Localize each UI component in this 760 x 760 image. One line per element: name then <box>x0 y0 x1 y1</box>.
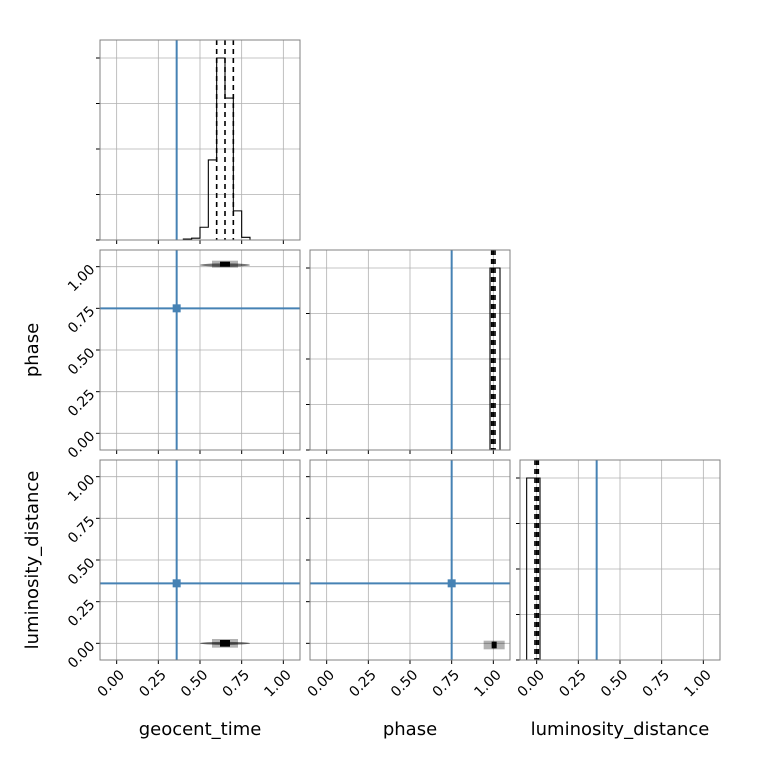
panel-frame <box>309 249 511 451</box>
y-tick-label: 0.25 <box>65 387 98 420</box>
x-tick-label: 0.75 <box>640 667 673 700</box>
y-tick-label: 1.00 <box>65 262 98 295</box>
density-core <box>220 261 230 267</box>
panel-frame <box>519 459 721 661</box>
density-core <box>220 640 230 647</box>
panel-phase-luminosity_distance: 0.00 0.25 0.50 0.75 1.00 <box>305 459 511 700</box>
y-tick-label: 0.50 <box>65 345 98 378</box>
panel-frame <box>309 459 511 661</box>
histogram-luminosity_distance <box>526 477 541 660</box>
panel-frame <box>99 459 301 661</box>
panel-phase-phase <box>306 249 511 454</box>
x-tick-label: 0.00 <box>515 667 548 700</box>
y-tick-label: 0.00 <box>65 428 98 461</box>
x-tick-label: 0.50 <box>388 667 421 700</box>
panel-luminosity_distance-luminosity_distance: 0.00 0.25 0.50 0.75 1.00 <box>515 459 721 700</box>
panel-frame <box>99 39 301 241</box>
x-axis-label-luminosity_distance: luminosity_distance <box>531 719 710 740</box>
truth-marker <box>172 579 181 588</box>
y-tick-label: 0.00 <box>65 638 98 671</box>
x-tick-label: 0.25 <box>556 667 589 700</box>
x-tick-label: 0.25 <box>136 667 169 700</box>
x-tick-label: 0.00 <box>305 667 338 700</box>
x-tick-label: 0.50 <box>598 667 631 700</box>
y-tick-label: 1.00 <box>65 472 98 505</box>
x-tick-label: 1.00 <box>471 667 504 700</box>
panel-geocent_time-luminosity_distance: 0.000.250.500.751.000.00 0.25 0.50 0.75 1.00 <box>65 459 301 700</box>
panels: 0.000.250.500.751.000.000.250.500.751.00… <box>65 39 721 700</box>
truth-marker <box>172 304 181 313</box>
y-tick-label: 0.75 <box>65 303 98 336</box>
y-tick-label: 0.75 <box>65 513 98 546</box>
x-axis-label-geocent_time: geocent_time <box>139 719 262 740</box>
density-core <box>491 641 497 649</box>
panel-geocent_time-phase: 0.00 0.25 0.50 0.75 1.00 <box>65 249 301 462</box>
x-tick-label: 1.00 <box>261 667 294 700</box>
panel-frame <box>99 249 301 451</box>
x-tick-label: 0.75 <box>220 667 253 700</box>
x-tick-label: 0.50 <box>178 667 211 700</box>
truth-marker <box>447 579 456 588</box>
y-axis-label-phase: phase <box>22 323 43 377</box>
x-tick-label: 1.00 <box>681 667 714 700</box>
axis-labels: geocent_time phase luminosity_distancephas… <box>22 323 709 740</box>
y-tick-label: 0.50 <box>65 555 98 588</box>
x-tick-label: 0.75 <box>430 667 463 700</box>
panel-geocent_time-geocent_time <box>96 39 301 244</box>
x-axis-label-phase: phase <box>383 719 437 740</box>
y-tick-label: 0.25 <box>65 597 98 630</box>
y-axis-label-luminosity_distance: luminosity_distance <box>22 471 43 650</box>
x-tick-label: 0.25 <box>346 667 379 700</box>
x-tick-label: 0.00 <box>95 667 128 700</box>
